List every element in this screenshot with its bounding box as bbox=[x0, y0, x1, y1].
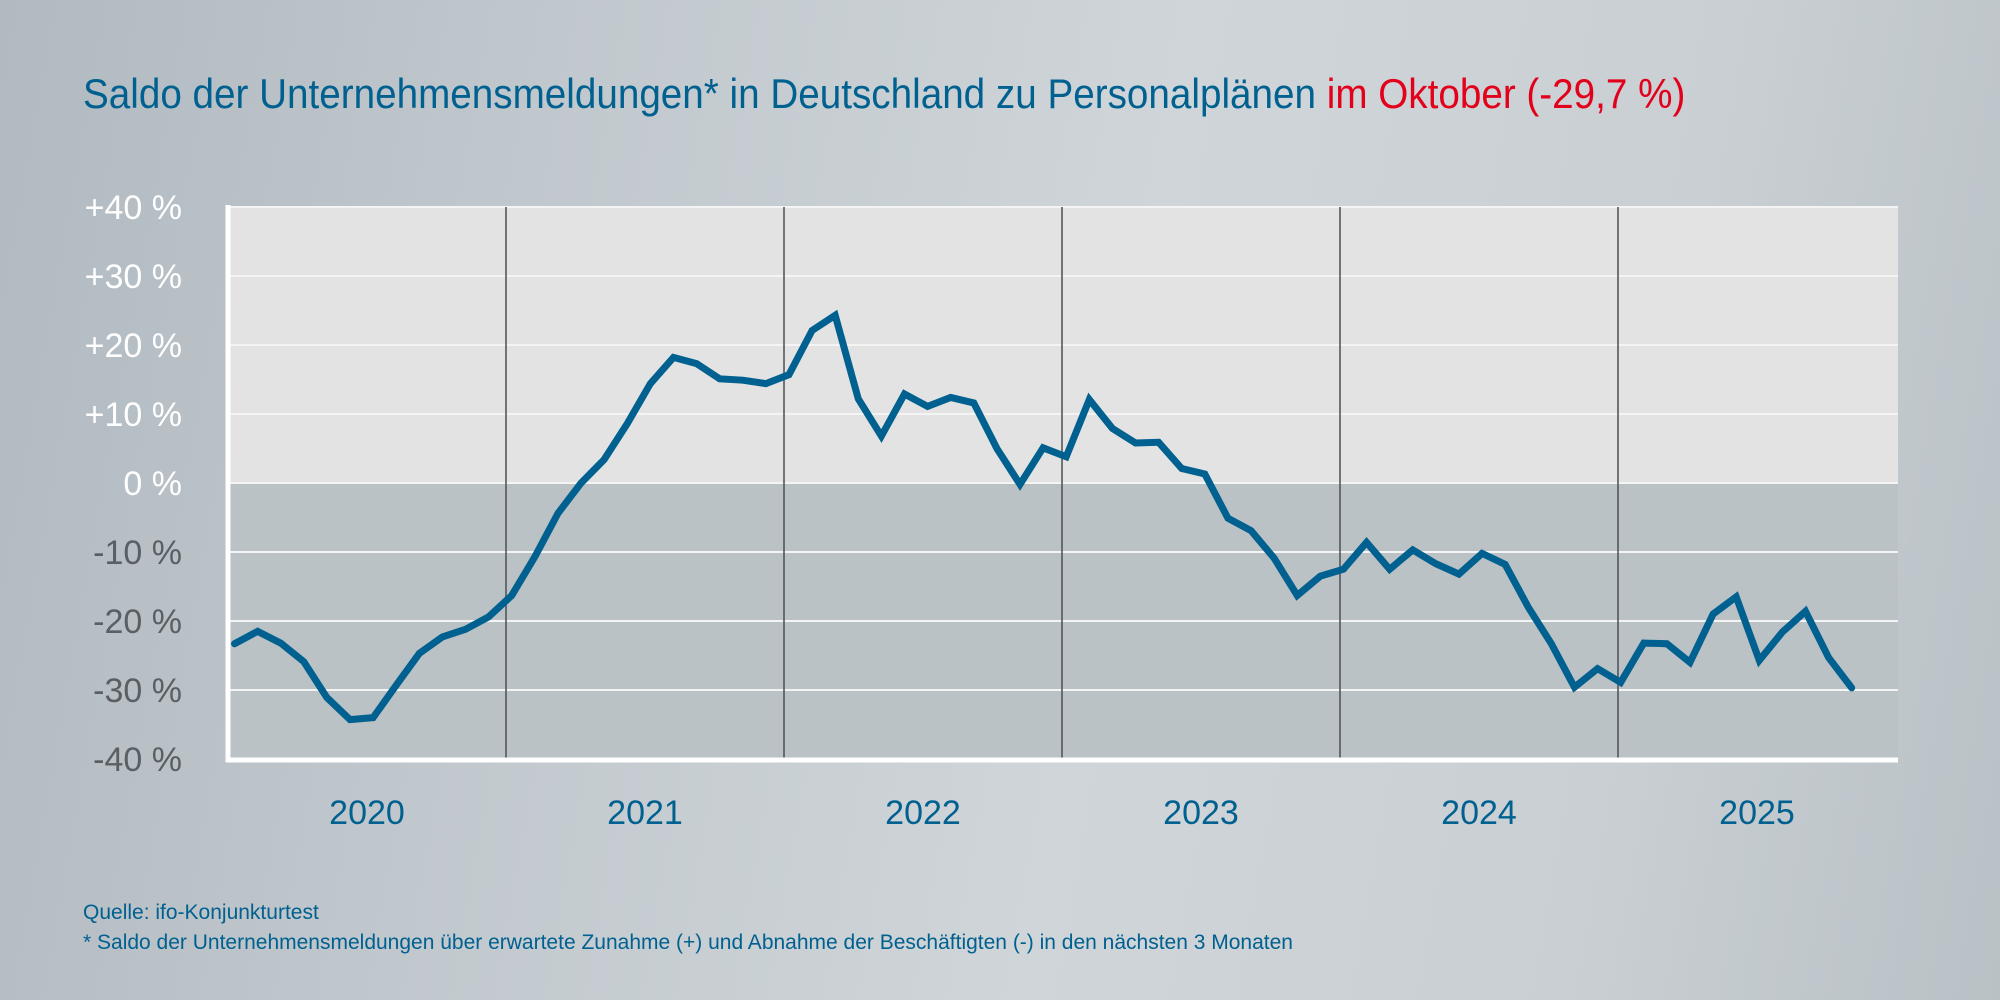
x-tick-label: 2021 bbox=[607, 794, 683, 832]
source-note: Quelle: ifo-Konjunkturtest bbox=[83, 901, 319, 924]
chart-title: Saldo der Unternehmensmeldungen* in Deut… bbox=[83, 70, 1685, 118]
y-tick-label: -10 % bbox=[93, 534, 182, 572]
x-tick-label: 2025 bbox=[1719, 794, 1795, 832]
y-tick-label: -20 % bbox=[93, 603, 182, 641]
footer: Quelle: ifo-Konjunkturtest * Saldo der U… bbox=[83, 898, 1293, 958]
x-tick-label: 2023 bbox=[1163, 794, 1239, 832]
y-tick-label: +10 % bbox=[85, 396, 182, 434]
x-tick-label: 2022 bbox=[885, 794, 961, 832]
y-tick-label: +30 % bbox=[85, 258, 182, 296]
x-tick-label: 2024 bbox=[1441, 794, 1517, 832]
title-main: Saldo der Unternehmensmeldungen* in Deut… bbox=[83, 70, 1317, 117]
y-tick-label: -40 % bbox=[93, 741, 182, 779]
y-tick-label: +40 % bbox=[85, 189, 182, 227]
title-highlight: im Oktober (-29,7 %) bbox=[1326, 70, 1686, 117]
y-tick-label: 0 % bbox=[123, 465, 182, 503]
y-tick-label: +20 % bbox=[85, 327, 182, 365]
y-tick-label: -30 % bbox=[93, 672, 182, 710]
x-tick-label: 2020 bbox=[329, 794, 405, 832]
footnote: * Saldo der Unternehmensmeldungen über e… bbox=[83, 931, 1293, 954]
